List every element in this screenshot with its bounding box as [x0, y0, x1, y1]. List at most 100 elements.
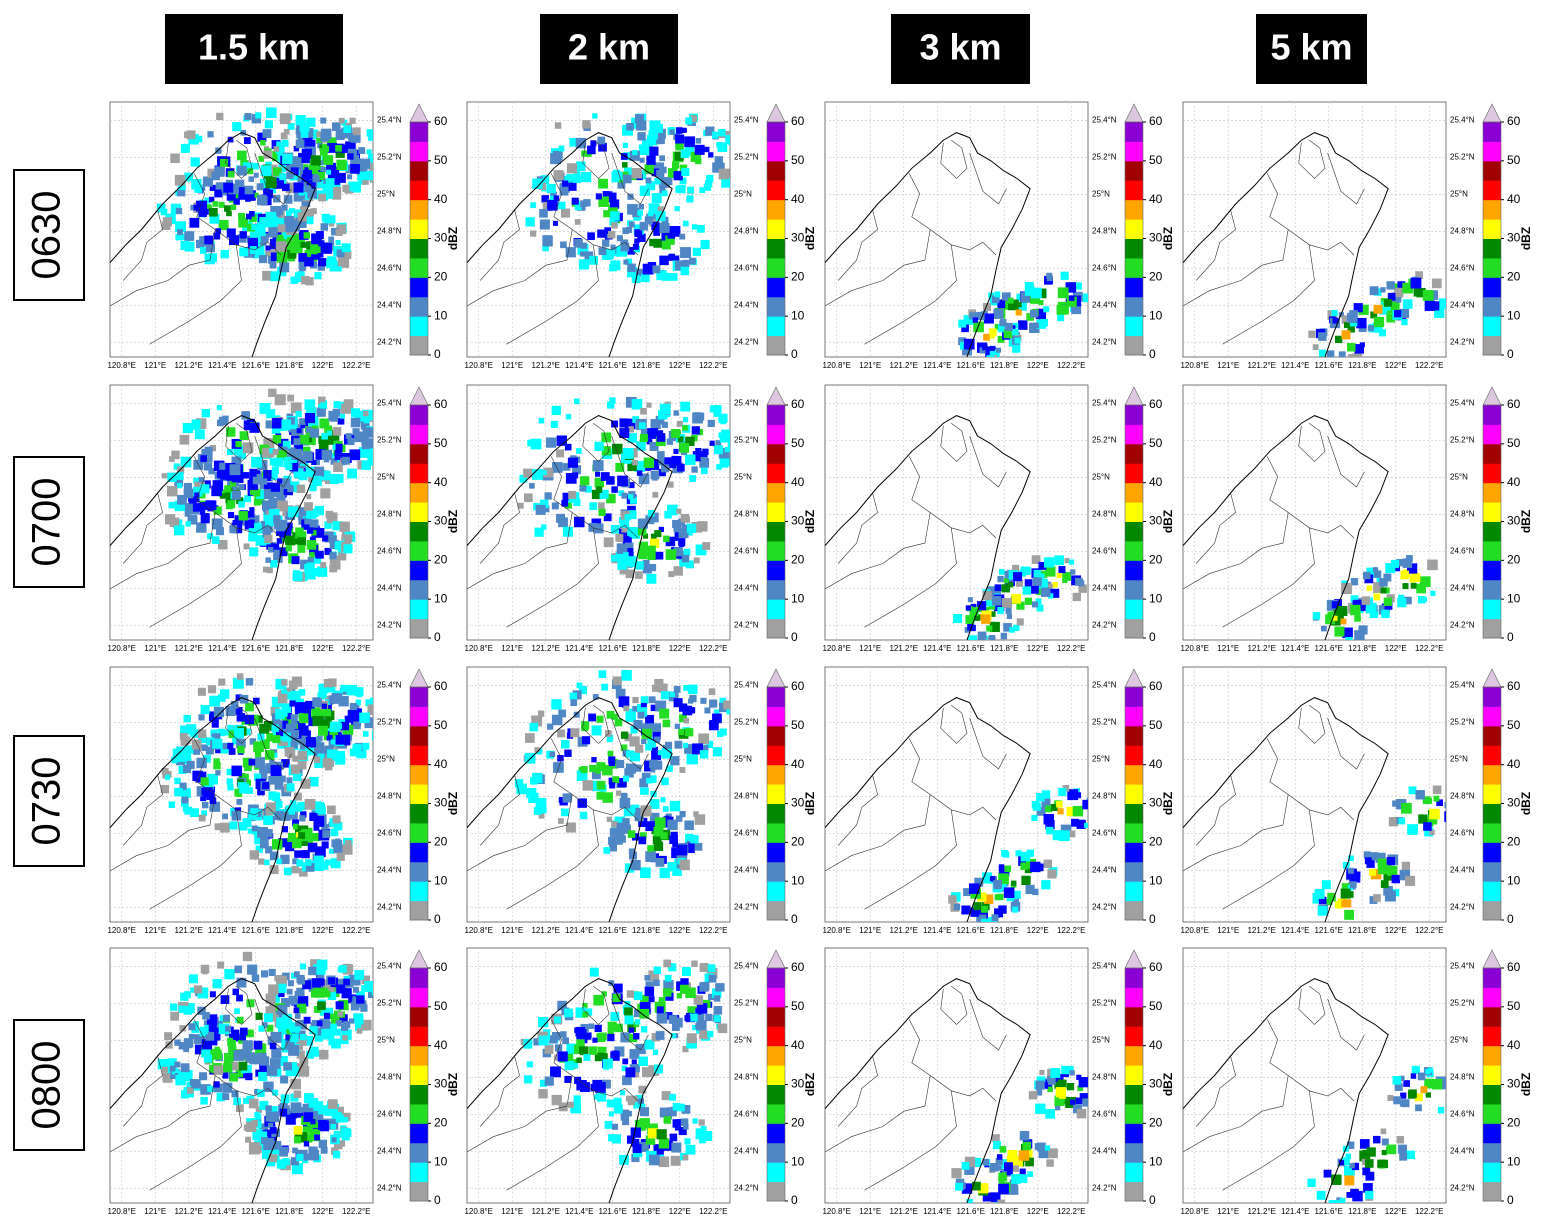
echo: [313, 466, 325, 477]
colorbar-segment: [410, 968, 428, 988]
x-tick-label: 121.6°E: [956, 361, 985, 370]
echo: [214, 189, 222, 197]
echo: [1016, 302, 1022, 308]
echo: [263, 1059, 269, 1065]
echo: [569, 692, 577, 700]
echo: [174, 174, 186, 186]
x-tick-label: 122.2°E: [342, 644, 371, 653]
echo: [1068, 830, 1076, 838]
echo: [310, 242, 321, 254]
y-tick-label: 25°N: [1092, 1036, 1110, 1045]
echo: [294, 702, 306, 713]
echo: [367, 988, 373, 999]
echo: [1392, 800, 1399, 807]
echo: [653, 979, 660, 987]
echo: [700, 456, 708, 465]
echo: [266, 1024, 274, 1032]
echo: [574, 219, 581, 225]
y-tick-label: 25°N: [1092, 473, 1110, 482]
y-tick-label: 25.4°N: [1450, 399, 1475, 408]
echo: [290, 972, 297, 979]
echo: [281, 204, 288, 211]
colorbar-segment: [1483, 540, 1501, 561]
echo: [648, 203, 660, 215]
echo: [1090, 1091, 1099, 1100]
echo: [297, 212, 307, 222]
colorbar-segment: [1125, 335, 1143, 356]
echo: [694, 842, 703, 851]
echo: [1024, 579, 1033, 587]
echo: [635, 561, 644, 570]
echo: [335, 443, 343, 451]
colorbar-segment: [1483, 764, 1501, 785]
echo: [1405, 875, 1416, 886]
echo: [180, 143, 190, 153]
echo: [226, 449, 233, 456]
county-border: [969, 717, 1007, 770]
colorbar-segment: [410, 560, 428, 581]
echo: [361, 460, 371, 470]
y-tick-label: 24.2°N: [1450, 902, 1475, 911]
echo: [674, 255, 680, 261]
echo: [958, 319, 967, 328]
echo: [1373, 570, 1382, 578]
echo: [287, 980, 294, 987]
y-tick-label: 24.6°N: [377, 1109, 402, 1118]
echo: [261, 1137, 268, 1145]
echo: [333, 401, 341, 409]
echo: [687, 1006, 699, 1017]
echo: [553, 170, 564, 181]
echo: [261, 1022, 268, 1029]
echo: [200, 247, 207, 254]
echo: [242, 1040, 253, 1051]
echo: [259, 723, 270, 734]
echo: [330, 458, 338, 465]
echo: [182, 754, 192, 765]
echo: [186, 1081, 194, 1089]
x-tick-label: 121.4°E: [1281, 361, 1310, 370]
echo: [654, 817, 666, 829]
colorbar-label: dBZ: [1161, 227, 1175, 250]
echo: [1045, 805, 1053, 813]
colorbar-tick-label: 30: [1149, 796, 1163, 810]
colorbar-segment: [410, 482, 428, 503]
echo: [351, 133, 361, 143]
echo: [1007, 297, 1014, 304]
echo: [183, 482, 193, 492]
echo: [632, 149, 638, 156]
echo: [1384, 890, 1396, 902]
y-tick-label: 24.2°N: [1092, 620, 1117, 629]
y-tick-label: 25.4°N: [377, 116, 402, 125]
echo: [236, 497, 244, 505]
echo: [1351, 353, 1363, 357]
colorbar-segment: [410, 199, 428, 220]
echo: [684, 744, 694, 754]
colorbar-tick-label: 10: [791, 308, 805, 322]
colorbar-segment: [410, 803, 428, 824]
echo: [263, 470, 272, 479]
coastline: [1183, 132, 1389, 357]
echo: [1012, 564, 1020, 572]
echo: [634, 991, 643, 1000]
echo: [350, 716, 361, 727]
echo: [345, 164, 355, 174]
echo: [275, 241, 287, 253]
echo: [666, 765, 673, 772]
echo: [345, 840, 352, 847]
echo: [294, 804, 303, 812]
echo: [200, 795, 207, 802]
echo: [616, 822, 626, 832]
echo: [243, 247, 255, 258]
echo: [572, 465, 582, 475]
echo: [1398, 817, 1406, 825]
x-tick-label: 122°E: [1027, 926, 1049, 935]
echo: [300, 963, 307, 970]
colorbar-segment: [767, 502, 785, 522]
colorbar-segment: [1125, 861, 1143, 882]
echo: [239, 783, 250, 794]
colorbar-label: dBZ: [446, 792, 460, 815]
echo: [532, 178, 543, 190]
echo: [678, 538, 686, 546]
colorbar-segment: [767, 618, 785, 639]
echo: [702, 1131, 713, 1142]
